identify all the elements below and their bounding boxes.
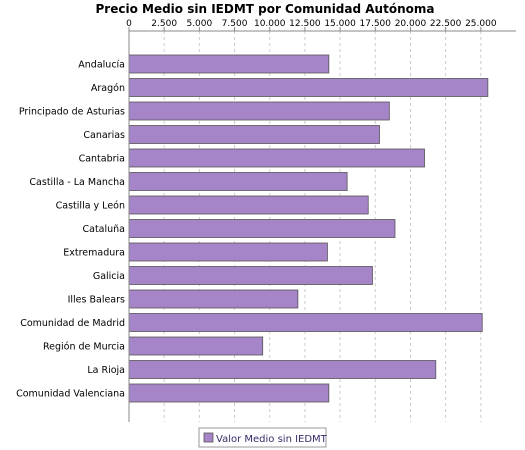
tick-label: 2.500 xyxy=(151,19,177,29)
tick-label: 22.500 xyxy=(430,19,462,29)
category-label: La Rioja xyxy=(87,365,125,376)
tick-label: 17.500 xyxy=(360,19,392,29)
category-label: Comunidad Valenciana xyxy=(16,389,125,400)
x-axis-ticks: 0 2.500 5.000 7.500 10.000 12.500 15.000 17.500… xyxy=(126,19,497,31)
tick-label: 5.000 xyxy=(186,19,212,29)
bar xyxy=(128,336,264,356)
chart-title: Precio Medio sin IEDMT por Comunidad Aut… xyxy=(96,2,435,16)
tick-label: 25.000 xyxy=(465,19,497,29)
category-labels: Andalucía Aragón Principado de Asturias Can… xyxy=(16,60,125,400)
bar xyxy=(128,172,348,191)
tick-label: 20.000 xyxy=(395,19,427,29)
bar xyxy=(128,360,437,379)
bar xyxy=(128,383,330,403)
bar xyxy=(128,148,425,168)
category-label: Andalucía xyxy=(78,60,125,71)
category-label: Castilla - La Mancha xyxy=(29,177,125,188)
category-label: Cataluña xyxy=(82,224,125,235)
bar xyxy=(128,219,396,238)
bar xyxy=(128,78,489,97)
category-label: Castilla y León xyxy=(56,201,125,212)
tick-label: 12.500 xyxy=(289,19,321,29)
bar xyxy=(128,313,483,332)
category-label: Extremadura xyxy=(63,248,125,259)
legend: Valor Medio sin IEDMT xyxy=(198,427,328,448)
tick-label: 15.000 xyxy=(324,19,356,29)
legend-label: Valor Medio sin IEDMT xyxy=(216,434,328,445)
bar xyxy=(128,195,369,215)
gridlines xyxy=(163,31,482,422)
bar xyxy=(128,54,330,74)
category-label: Aragón xyxy=(91,83,125,94)
category-label: Illes Balears xyxy=(68,295,125,306)
bar xyxy=(128,266,373,285)
category-label: Región de Murcia xyxy=(43,342,125,353)
bar xyxy=(128,101,390,121)
bar xyxy=(128,125,380,144)
legend-box xyxy=(198,427,327,448)
bar xyxy=(128,289,299,309)
category-label: Principado de Asturias xyxy=(19,107,125,118)
tick-label: 7.500 xyxy=(222,19,248,29)
category-label: Cantabria xyxy=(79,154,125,165)
tick-label: 0 xyxy=(126,19,132,29)
legend-swatch xyxy=(203,432,214,443)
category-label: Canarias xyxy=(83,130,125,141)
category-label: Galicia xyxy=(93,271,125,282)
bar xyxy=(128,242,328,262)
tick-label: 10.000 xyxy=(254,19,286,29)
bars xyxy=(128,54,489,403)
category-label: Comunidad de Madrid xyxy=(20,318,125,329)
